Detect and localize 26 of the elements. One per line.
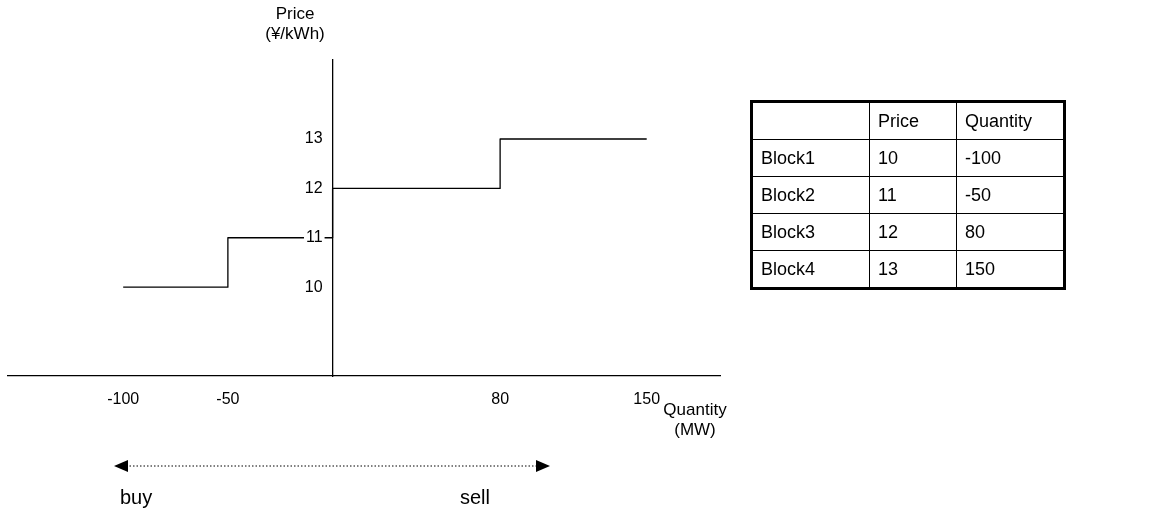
x-axis-title: Quantity (MW) [663,400,727,439]
x-tick-label: -50 [216,390,240,408]
data-label: -50 [956,176,1065,214]
legend-label: Quantity [956,101,1065,140]
x-tick-label: 80 [491,390,510,408]
data-label: 80 [956,213,1065,251]
data-label: 11 [869,176,957,214]
y-axis-title: Price (¥/kWh) [264,4,326,44]
x-tick-label: -100 [107,390,140,408]
text: buy [120,486,154,509]
x-tick-label: 150 [633,390,661,408]
data-label: -100 [956,139,1065,177]
category-label: Block2 [751,176,870,214]
data-label: 150 [956,250,1065,289]
category-label: Block4 [751,250,870,289]
y-tick-label: 11 [305,228,323,246]
category-label: Block3 [751,213,870,251]
text: sell [460,486,491,509]
text: Price [869,101,957,140]
category-label: Block1 [751,139,870,177]
y-tick-label: 13 [304,129,323,147]
data-label: 12 [869,213,957,251]
y-tick-label: 10 [304,277,323,295]
data-label: 10 [869,139,957,177]
y-tick-label: 12 [304,178,323,196]
data-label: 13 [869,250,957,289]
